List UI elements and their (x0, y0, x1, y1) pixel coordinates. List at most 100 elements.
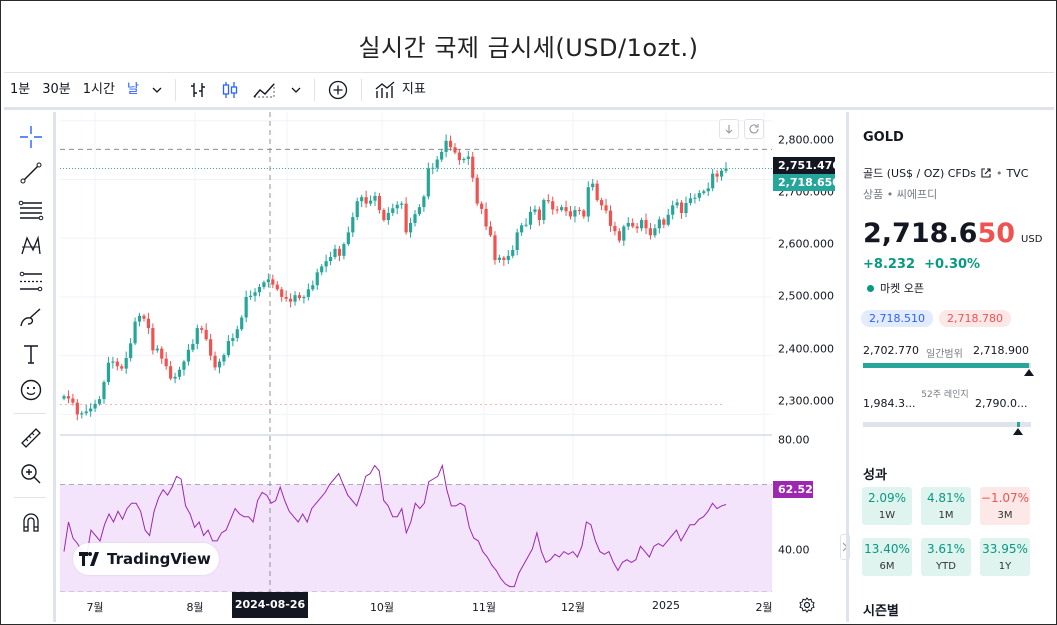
crosshair-price-label: 2,751.476 (773, 157, 840, 174)
candle-body (217, 361, 222, 368)
symbol-name[interactable]: GOLD (863, 130, 904, 145)
candle-body (582, 210, 586, 217)
candle-body (200, 328, 204, 330)
candle-body (573, 210, 577, 217)
magnet-tool[interactable] (18, 509, 44, 535)
time-scale[interactable]: 7월 8월 10월 11월 12월 2025 2월 2024-08-26 (60, 592, 840, 622)
candle-body (271, 279, 275, 285)
fib-tool[interactable] (18, 197, 44, 223)
candle-body (688, 198, 693, 204)
day-range-label: 일간범위 (926, 349, 963, 360)
candle-body (408, 222, 413, 233)
price-change: +8.232 +0.30% (863, 257, 980, 272)
compare-add-button[interactable] (321, 77, 355, 103)
candle-body (488, 226, 493, 236)
candle-body (537, 209, 541, 221)
candle-body (235, 329, 239, 339)
candle-body (520, 225, 524, 233)
indicators-button[interactable]: 지표 (368, 77, 432, 103)
candle-body (75, 402, 79, 415)
candle-body (129, 343, 133, 359)
crosshair-tool[interactable] (18, 124, 44, 150)
candle-body (191, 343, 195, 350)
bar-style-button[interactable] (182, 77, 214, 103)
status-dot-icon (867, 284, 874, 292)
candle-body (480, 203, 484, 209)
indicators-label: 지표 (401, 82, 426, 97)
candle-body (551, 201, 555, 210)
price-chart[interactable] (60, 112, 772, 593)
measure-tool[interactable] (18, 425, 44, 451)
refresh-button[interactable] (744, 119, 764, 139)
dot-separator: • (995, 166, 1003, 180)
interval-30m[interactable]: 30분 (42, 82, 71, 97)
candle-body (186, 349, 191, 362)
rsi-tick: 80.00 (778, 433, 810, 447)
candle-body (435, 159, 439, 168)
candle-body (102, 382, 106, 400)
projection-tool[interactable] (18, 269, 44, 295)
performance-tile-ytd: 3.61% YTD (921, 538, 971, 576)
candle-body (635, 226, 639, 229)
candle-body (204, 329, 208, 340)
candle-body (182, 361, 186, 370)
performance-tile-1w: 2.09% 1W (862, 487, 912, 525)
tradingview-logo-icon (79, 552, 99, 566)
area-style-button[interactable] (246, 77, 284, 103)
candle-body (324, 261, 328, 267)
price-tick: 2,800.000 (778, 133, 834, 147)
chart-pane[interactable]: TradingView (60, 112, 772, 593)
performance-value: 33.95% (982, 542, 1028, 556)
candle-body (373, 195, 377, 201)
pattern-tool[interactable] (18, 233, 44, 259)
performance-period: YTD (936, 561, 956, 572)
candle-body (591, 183, 595, 188)
candle-body (657, 219, 661, 229)
rsi-line (63, 463, 727, 588)
candle-body (231, 338, 235, 341)
candle-body (226, 340, 230, 356)
external-link-icon[interactable] (980, 167, 992, 179)
day-high: 2,718.900 (973, 344, 1029, 357)
candle-body (444, 140, 448, 152)
time-tick: 2025 (652, 599, 680, 612)
candle-body (395, 204, 399, 209)
performance-value: 3.61% (926, 542, 966, 556)
candle-body (160, 348, 164, 359)
zoom-tool[interactable] (18, 461, 44, 487)
rsi-tick: 40.00 (778, 543, 810, 557)
price-scale[interactable]: 2,800.000 2,700.000 2,600.000 2,500.000 … (772, 112, 840, 592)
rsi-last-label: 62.52 (773, 481, 813, 498)
trend-line-tool[interactable] (18, 160, 44, 186)
interval-1h[interactable]: 1시간 (82, 82, 115, 97)
chart-type-dropdown[interactable] (284, 77, 308, 103)
candle-body (302, 296, 306, 299)
candle-body (222, 355, 226, 362)
chevron-down-icon (152, 87, 162, 93)
seasonal-title: 시즌별 (863, 604, 899, 619)
last-price-main: 2,718.6 (863, 218, 978, 249)
candle-body (524, 224, 528, 226)
candle-body (111, 361, 115, 363)
gear-icon (799, 597, 815, 613)
text-tool[interactable] (18, 341, 44, 367)
interval-day[interactable]: 날 (126, 82, 139, 97)
interval-1m[interactable]: 1분 (10, 82, 31, 97)
chart-settings-button[interactable] (798, 596, 816, 614)
performance-period: 3M (997, 510, 1013, 521)
candle-body (382, 210, 386, 221)
candle-body (426, 168, 430, 197)
candle-body (617, 231, 621, 241)
candle-style-button[interactable] (214, 77, 246, 103)
emoji-tool[interactable] (18, 377, 44, 403)
candle-body (351, 217, 355, 233)
candle-body (471, 156, 475, 178)
performance-period: 1W (878, 510, 896, 521)
interval-dropdown[interactable] (145, 77, 169, 103)
toolbar-divider (14, 413, 46, 414)
tradingview-logo[interactable]: TradingView (73, 543, 219, 575)
candle-body (711, 173, 715, 189)
scroll-latest-button[interactable] (719, 119, 739, 139)
brush-tool[interactable] (18, 305, 44, 331)
pattern-icon (21, 235, 41, 255)
